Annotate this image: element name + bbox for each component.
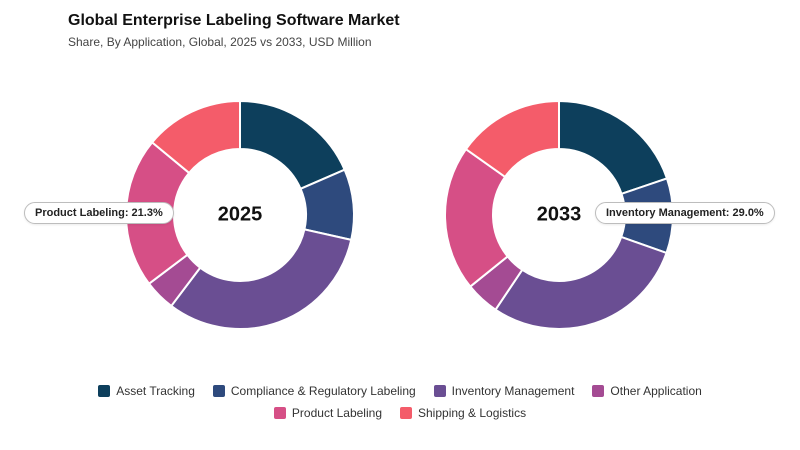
legend-swatch bbox=[98, 385, 111, 397]
legend-item-asset-tracking[interactable]: Asset Tracking bbox=[98, 384, 195, 398]
legend-item-inventory-management[interactable]: Inventory Management bbox=[433, 384, 575, 398]
legend-swatch bbox=[400, 407, 412, 419]
donut-slice-inventory-management-2025[interactable] bbox=[169, 228, 353, 330]
donut-slice-inventory-management-2033[interactable] bbox=[494, 235, 668, 330]
callout-inventory-management-2033: Inventory Management: 29.0% bbox=[595, 202, 775, 224]
legend-swatch bbox=[273, 407, 286, 419]
donut-slice-asset-tracking-2033[interactable] bbox=[558, 99, 669, 196]
legend-label: Other Application bbox=[610, 384, 702, 398]
legend-item-compliance-regulatory-labeling[interactable]: Compliance & Regulatory Labeling bbox=[212, 384, 416, 398]
legend-item-other-application[interactable]: Other Application bbox=[592, 384, 702, 398]
donut-chart-2033 bbox=[444, 99, 674, 330]
legend-item-shipping-logistics[interactable]: Shipping & Logistics bbox=[400, 406, 526, 420]
legend-swatch bbox=[212, 385, 225, 397]
chart-title: Global Enterprise Labeling Software Mark… bbox=[68, 12, 400, 29]
legend-label: Compliance & Regulatory Labeling bbox=[230, 384, 416, 398]
legend-label: Shipping & Logistics bbox=[418, 406, 527, 420]
legend-swatch bbox=[592, 385, 605, 397]
legend-label: Inventory Management bbox=[451, 384, 575, 398]
legend-item-product-labeling[interactable]: Product Labeling bbox=[273, 406, 382, 420]
donut-slice-shipping-logistics-2025[interactable] bbox=[150, 99, 241, 175]
donut-center-label-2025: 2025 bbox=[218, 203, 263, 225]
legend-label: Product Labeling bbox=[291, 406, 382, 420]
chart-subtitle: Share, By Application, Global, 2025 vs 2… bbox=[68, 35, 372, 49]
legend: Asset Tracking Compliance & Regulatory L… bbox=[40, 384, 760, 420]
legend-swatch bbox=[433, 385, 446, 397]
donut-center-label-2033: 2033 bbox=[537, 203, 582, 225]
legend-label: Asset Tracking bbox=[116, 384, 195, 398]
donut-slice-shipping-logistics-2033[interactable] bbox=[464, 99, 560, 179]
callout-product-labeling-2025: Product Labeling: 21.3% bbox=[24, 202, 174, 224]
